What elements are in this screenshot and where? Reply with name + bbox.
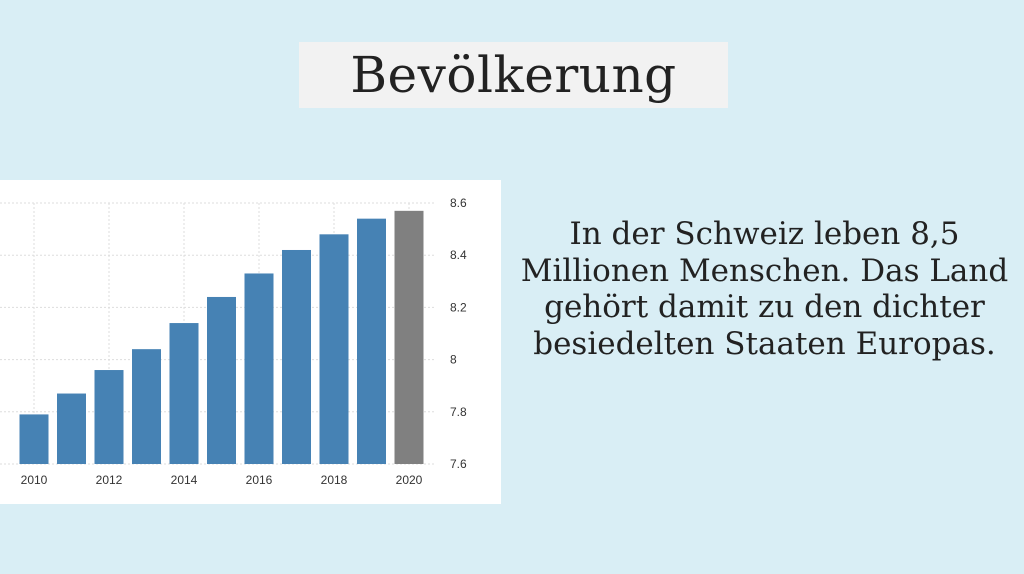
population-chart: 2010 2012 2014 2016 2018 2020 8.6 8.4 8.2 8 7.8 7.… bbox=[0, 180, 501, 504]
chart-svg: 2010 2012 2014 2016 2018 2020 8.6 8.4 8.2 8 7.8 7.… bbox=[0, 196, 467, 487]
bar-2018 bbox=[319, 234, 349, 464]
y-tick-label: 8 bbox=[450, 353, 457, 367]
y-axis-ticks: 8.6 8.4 8.2 8 7.8 7.6 bbox=[450, 196, 467, 471]
x-tick-label: 2020 bbox=[396, 473, 423, 487]
x-tick-label: 2016 bbox=[246, 473, 273, 487]
bar-layer bbox=[19, 210, 424, 464]
bar-2015 bbox=[207, 296, 236, 464]
bar-2011 bbox=[57, 393, 86, 464]
x-tick-label: 2018 bbox=[321, 473, 348, 487]
bar-2020 bbox=[394, 210, 424, 464]
bar-2010 bbox=[19, 414, 49, 464]
bar-2019 bbox=[357, 218, 386, 464]
x-axis-ticks: 2010 2012 2014 2016 2018 2020 bbox=[21, 473, 423, 487]
x-tick-label: 2010 bbox=[21, 473, 48, 487]
bar-2017 bbox=[282, 249, 311, 464]
y-tick-label: 8.4 bbox=[450, 248, 467, 262]
y-tick-label: 7.8 bbox=[450, 405, 467, 419]
bar-2016 bbox=[244, 273, 274, 464]
slide-title: Bevölkerung bbox=[350, 46, 677, 104]
bar-2014 bbox=[169, 323, 199, 464]
x-tick-label: 2014 bbox=[171, 473, 198, 487]
bar-2013 bbox=[132, 349, 161, 464]
bar-2012 bbox=[94, 370, 124, 464]
y-tick-label: 7.6 bbox=[450, 457, 467, 471]
title-box: Bevölkerung bbox=[299, 42, 728, 108]
x-tick-label: 2012 bbox=[96, 473, 123, 487]
body-text: In der Schweiz leben 8,5 Millionen Mensc… bbox=[520, 216, 1009, 362]
y-tick-label: 8.6 bbox=[450, 196, 467, 210]
y-tick-label: 8.2 bbox=[450, 300, 467, 314]
